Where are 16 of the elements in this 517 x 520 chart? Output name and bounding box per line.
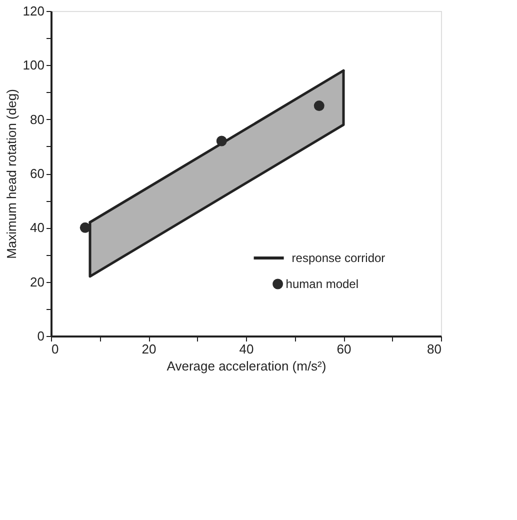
- y-tick-label: 80: [30, 112, 44, 127]
- x-tick-label: 60: [336, 342, 352, 356]
- y-tick-label: 40: [30, 220, 44, 236]
- x-tick-label: 0: [52, 342, 59, 356]
- y-tick-label: 60: [30, 166, 44, 181]
- x-tick-label: 40: [239, 342, 254, 356]
- y-tick-label: 20: [30, 274, 44, 290]
- y-tick-label: 0: [37, 328, 44, 344]
- y-tick-label: 120: [22, 4, 44, 18]
- legend-label: human model: [286, 277, 359, 291]
- x-tick-label: 20: [142, 342, 156, 356]
- x-axis-title: Average acceleration (m/s²): [166, 358, 326, 374]
- y-axis-title: Maximum head rotation (deg): [4, 89, 19, 259]
- x-tick-label: 80: [427, 342, 442, 356]
- y-tick-label: 100: [22, 58, 44, 73]
- legend-label: response corridor: [292, 251, 386, 265]
